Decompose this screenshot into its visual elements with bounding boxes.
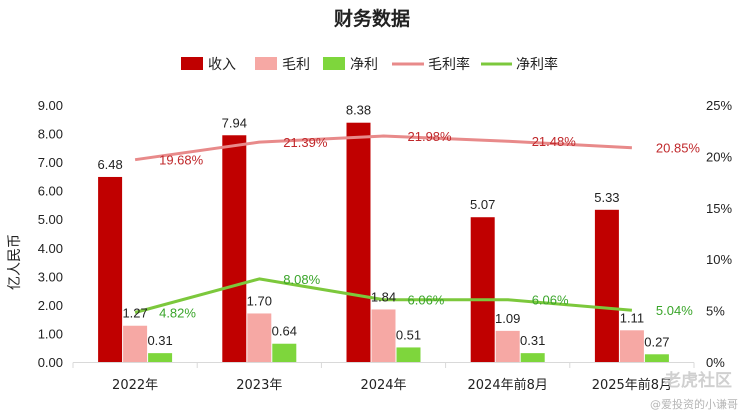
bar-net-profit-label: 0.27 [644, 334, 669, 349]
legend-swatch-net-profit [323, 57, 345, 70]
bar-gross-profit [247, 313, 272, 362]
bar-net-profit [148, 353, 173, 362]
line-gross-margin-label: 21.48% [532, 134, 577, 149]
x-category-label: 2024年 [360, 378, 406, 393]
line-gross-margin-label: 21.39% [283, 135, 328, 150]
line-net-margin-label: 8.08% [283, 272, 320, 287]
y-tick-label: 6.00 [38, 184, 63, 199]
line-series [134, 134, 633, 314]
x-category-label: 2024年前8月 [468, 377, 548, 393]
bar-gross-profit-label: 1.70 [247, 293, 272, 308]
line-net-margin-label: 4.82% [159, 305, 196, 320]
y-axis-label: 亿人民币 [7, 234, 23, 290]
y2-tick-label: 20% [706, 149, 732, 164]
data-labels: 6.48 7.94 8.38 5.07 5.33 1.27 1.70 1.84 1.09 1.11… [97, 103, 700, 350]
bar-revenue-label: 5.07 [470, 197, 495, 212]
legend-label-revenue: 收入 [208, 57, 236, 73]
bar-revenue [470, 217, 495, 362]
legend-swatch-gross-profit [255, 57, 277, 70]
bar-revenue-label: 7.94 [222, 115, 247, 130]
y-tick-label: 8.00 [38, 127, 63, 142]
bar-revenue-label: 6.48 [97, 157, 122, 172]
line-net-margin-label: 6.06% [532, 293, 569, 308]
line-net-margin-label: 5.04% [656, 303, 693, 318]
bar-net-profit [520, 353, 545, 362]
legend-swatch-revenue [181, 57, 203, 70]
bar-net-profit-label: 0.51 [396, 327, 421, 342]
y2-tick-label: 15% [706, 201, 732, 216]
bar-gross-profit-label: 1.27 [122, 306, 147, 321]
bar-revenue [98, 176, 123, 362]
y-tick-label: 5.00 [38, 212, 63, 227]
legend-label-gross-margin: 毛利率 [428, 56, 470, 73]
line-net-margin-label: 6.06% [408, 293, 445, 308]
y-axis-right-ticks: 0% 5% 10% 15% 20% 25% [706, 98, 732, 370]
y-tick-label: 4.00 [38, 241, 63, 256]
watermark-brand: 老虎社区 [663, 370, 732, 391]
bar-gross-profit [371, 309, 396, 362]
line-gross-margin-label: 20.85% [656, 141, 701, 156]
x-category-label: 2025年前8月 [592, 377, 672, 393]
bar-net-profit [644, 354, 669, 362]
bar-revenue-label: 5.33 [594, 190, 619, 205]
bar-gross-profit-label: 1.84 [371, 289, 396, 304]
line-gross-margin-label: 19.68% [159, 153, 204, 168]
x-category-label: 2022年 [112, 378, 158, 393]
bar-net-profit-label: 0.31 [520, 333, 545, 348]
y-tick-label: 3.00 [38, 269, 63, 284]
bar-net-profit [396, 347, 421, 362]
bar-gross-profit [123, 325, 148, 362]
y-tick-label: 1.00 [38, 326, 63, 341]
x-axis-categories: 2022年 2023年 2024年 2024年前8月 2025年前8月 [72, 362, 695, 393]
legend-label-gross-profit: 毛利 [282, 57, 310, 73]
bar-revenue-label: 8.38 [346, 103, 371, 118]
y-tick-label: 2.00 [38, 298, 63, 313]
y2-tick-label: 0% [706, 355, 725, 370]
y-axis-left-ticks: 0.00 1.00 2.00 3.00 4.00 5.00 6.00 7.00 8.00 9.00 [38, 98, 63, 370]
legend: 收入 毛利 净利 毛利率 净利率 [181, 56, 558, 73]
line-gross-margin [134, 134, 632, 162]
y-tick-label: 0.00 [38, 355, 63, 370]
y2-tick-label: 25% [706, 98, 732, 113]
bar-series [98, 122, 669, 363]
bar-revenue [222, 135, 247, 362]
x-category-label: 2023年 [236, 378, 282, 393]
bar-gross-profit [495, 330, 520, 362]
bar-net-profit-label: 0.64 [272, 324, 297, 339]
y2-tick-label: 5% [706, 304, 725, 319]
bar-gross-profit-label: 1.11 [620, 310, 644, 325]
chart-title: 财务数据 [334, 7, 410, 30]
line-gross-margin-label: 21.98% [408, 129, 453, 144]
line-net-margin [134, 277, 633, 314]
legend-label-net-profit: 净利 [350, 57, 378, 73]
bar-gross-profit [619, 330, 644, 362]
bar-revenue [346, 122, 371, 363]
bar-gross-profit-label: 1.09 [495, 311, 520, 326]
y2-tick-label: 10% [706, 252, 732, 267]
legend-label-net-margin: 净利率 [516, 56, 558, 73]
y-tick-label: 9.00 [38, 98, 63, 113]
y-tick-label: 7.00 [38, 155, 63, 170]
bar-net-profit-label: 0.31 [147, 333, 172, 348]
bar-revenue [594, 209, 619, 362]
watermark-handle: @爱投资的小谦哥 [650, 397, 738, 411]
bar-net-profit [272, 343, 297, 362]
